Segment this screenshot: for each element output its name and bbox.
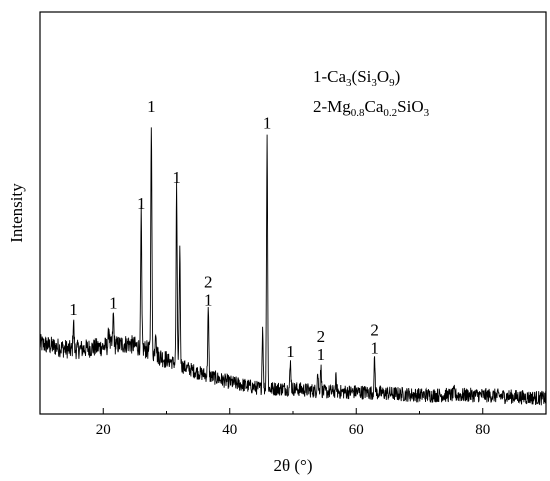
peak-label: 1 — [317, 345, 326, 364]
peak-label: 1 — [69, 300, 78, 319]
peak-label: 1 — [137, 194, 146, 213]
x-axis-title: 2θ (°) — [273, 456, 312, 475]
x-tick-label: 60 — [349, 422, 364, 438]
x-tick-label: 20 — [96, 422, 111, 438]
peak-label: 1 — [286, 342, 295, 361]
y-axis-title: Intensity — [7, 183, 26, 243]
x-axis: 20 40 60 80 — [96, 408, 547, 438]
legend: 1-Ca3(Si3O9) 2-Mg0.8Ca0.2SiO3 — [313, 67, 430, 119]
peak-label: 1 — [109, 294, 118, 313]
xrd-curve — [39, 127, 547, 406]
peak-label: 1 — [204, 290, 213, 309]
peak-label: 1 — [370, 339, 379, 358]
peak-label: 1 — [263, 113, 272, 132]
peak-label: 2 — [370, 321, 379, 340]
peak-label: 2 — [317, 327, 326, 346]
peak-label: 1 — [147, 97, 156, 116]
legend-entry: 1-Ca3(Si3O9) — [313, 67, 400, 89]
legend-entry: 2-Mg0.8Ca0.2SiO3 — [313, 97, 430, 119]
x-tick-label: 40 — [222, 422, 237, 438]
peak-label: 1 — [172, 168, 181, 187]
x-tick-label: 80 — [475, 422, 490, 438]
peak-label: 2 — [204, 272, 213, 291]
xrd-pattern-line — [39, 127, 547, 406]
